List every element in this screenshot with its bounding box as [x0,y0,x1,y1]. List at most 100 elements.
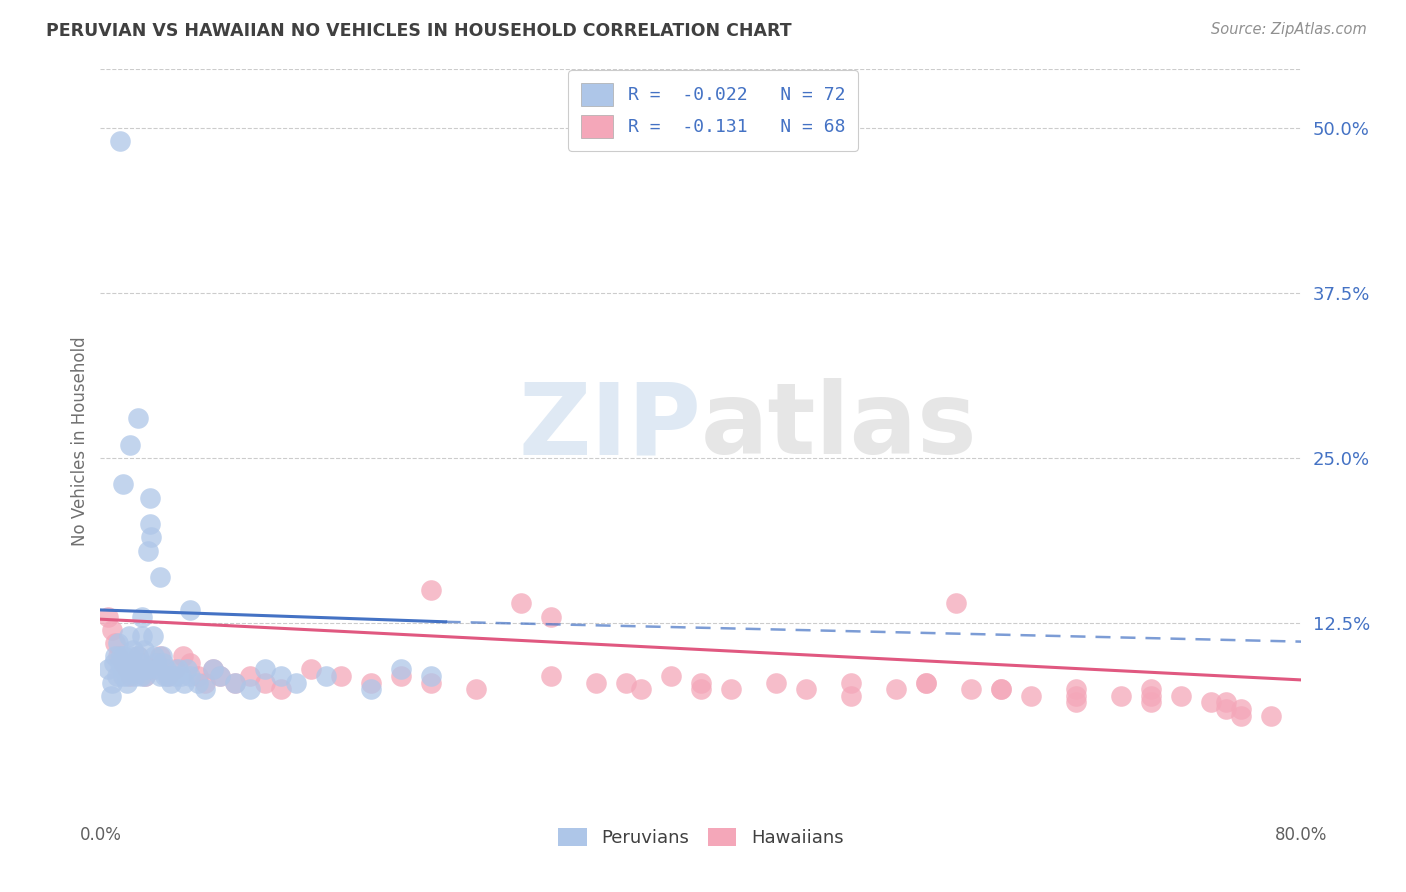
Point [143,649,166,664]
Point [153,669,176,683]
Point [1064,689,1087,703]
Point [110,649,132,664]
Point [103,656,125,670]
Point [172,649,194,664]
Point [315,669,337,683]
Point [1230,702,1253,716]
Point [239,669,262,683]
Point [135,662,157,676]
Point [614,675,637,690]
Point [117,669,139,683]
Point [239,682,262,697]
Point [150,649,173,664]
Point [765,675,787,690]
Point [389,669,412,683]
Point [194,675,217,690]
Point [540,669,562,683]
Point [170,669,193,683]
Point [360,675,382,690]
Point [179,656,201,670]
Point [129,669,152,683]
Point [794,682,817,697]
Point [1140,695,1163,709]
Point [419,583,441,598]
Point [131,609,153,624]
Point [115,656,138,670]
Point [142,662,165,676]
Point [139,517,162,532]
Point [509,596,531,610]
Point [107,636,129,650]
Point [134,662,156,676]
Legend: Peruvians, Hawaiians: Peruvians, Hawaiians [551,821,851,855]
Point [1215,695,1237,709]
Point [990,682,1012,697]
Point [122,642,145,657]
Y-axis label: No Vehicles in Household: No Vehicles in Household [72,337,89,547]
Point [254,675,277,690]
Point [118,629,141,643]
Point [117,662,139,676]
Point [120,649,142,664]
Point [138,543,160,558]
Point [139,491,162,505]
Point [120,669,142,683]
Point [419,675,441,690]
Point [1201,695,1223,709]
Point [145,656,167,670]
Point [1109,689,1132,703]
Point [179,669,201,683]
Point [720,682,742,697]
Point [165,662,187,676]
Point [1170,689,1192,703]
Point [464,682,486,697]
Point [284,675,307,690]
Point [915,675,938,690]
Point [108,656,131,670]
Point [100,689,122,703]
Point [120,662,142,676]
Point [127,411,149,425]
Point [173,675,195,690]
Point [101,623,124,637]
Point [105,669,128,683]
Point [960,682,983,697]
Point [149,649,172,664]
Point [107,649,129,664]
Point [142,629,165,643]
Point [104,636,127,650]
Point [201,662,224,676]
Point [134,669,156,683]
Point [224,675,246,690]
Text: PERUVIAN VS HAWAIIAN NO VEHICLES IN HOUSEHOLD CORRELATION CHART: PERUVIAN VS HAWAIIAN NO VEHICLES IN HOUS… [46,22,792,40]
Point [1260,708,1282,723]
Point [1140,682,1163,697]
Point [149,570,172,584]
Point [131,629,153,643]
Point [224,675,246,690]
Point [299,662,322,676]
Point [990,682,1012,697]
Point [149,669,172,683]
Point [124,669,146,683]
Point [1019,689,1042,703]
Point [132,642,155,657]
Point [125,662,148,676]
Point [270,669,292,683]
Point [1140,689,1163,703]
Point [389,662,412,676]
Point [156,669,179,683]
Point [141,530,163,544]
Point [689,675,711,690]
Point [659,669,682,683]
Point [839,675,862,690]
Point [111,656,134,670]
Point [689,682,711,697]
Point [156,669,179,683]
Point [108,134,131,148]
Point [194,682,217,697]
Point [209,669,232,683]
Point [585,675,607,690]
Point [254,662,277,676]
Point [915,675,938,690]
